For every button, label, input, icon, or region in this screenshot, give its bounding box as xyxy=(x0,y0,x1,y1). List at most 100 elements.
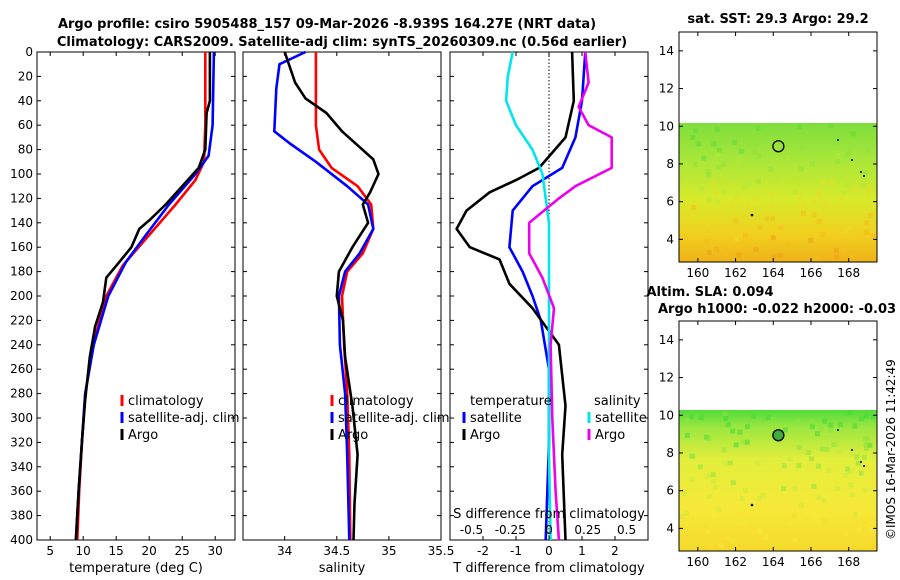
heatmap-cell xyxy=(831,442,837,448)
map-y-tick-label: 6 xyxy=(666,195,674,209)
heatmap-cell xyxy=(799,540,805,546)
heatmap-cell xyxy=(703,522,709,528)
heatmap-cell xyxy=(689,476,695,482)
heatmap-cell xyxy=(861,518,867,524)
heatmap-cell xyxy=(824,446,830,452)
island-dot xyxy=(863,175,865,177)
heatmap-cell xyxy=(752,149,758,155)
heatmap-cell xyxy=(769,201,775,207)
heatmap-cell xyxy=(862,487,868,493)
sla-map-frame xyxy=(678,320,878,552)
series-line-argo xyxy=(283,51,380,541)
heatmap-cell xyxy=(788,520,794,526)
heatmap-cell xyxy=(786,243,792,249)
heatmap-cell xyxy=(684,432,690,438)
heatmap-cell xyxy=(800,201,806,207)
map-x-tick-label: 166 xyxy=(800,266,823,280)
heatmap-cell xyxy=(826,467,832,473)
heatmap-cell xyxy=(781,463,787,469)
map-y-tick-label: 12 xyxy=(659,82,674,96)
heatmap-cell xyxy=(739,539,745,545)
x-tick-label: 20 xyxy=(142,544,157,558)
heatmap-cell xyxy=(818,426,824,432)
heatmap-cell xyxy=(736,252,742,258)
heatmap-cell xyxy=(753,141,758,147)
heatmap-cell xyxy=(721,447,727,453)
argo-float-marker xyxy=(772,429,785,442)
heatmap-cell xyxy=(736,159,742,165)
heatmap-cell xyxy=(765,209,771,215)
heatmap-cell xyxy=(870,233,876,239)
heatmap-cell xyxy=(768,176,774,182)
argo-float-marker xyxy=(772,140,785,153)
legend-label-satellite: satellite-adj. clim xyxy=(128,411,240,426)
heatmap-cell xyxy=(864,413,869,419)
sst-map-frame xyxy=(678,31,878,263)
island-dot xyxy=(750,503,754,507)
heatmap-cell xyxy=(746,142,752,148)
heatmap-cell xyxy=(739,496,745,502)
heatmap-cell xyxy=(863,220,869,226)
salinity-xlabel: salinity xyxy=(319,561,366,576)
heatmap-cell xyxy=(856,512,862,518)
heatmap-cell xyxy=(821,498,827,504)
heatmap-cell xyxy=(816,495,822,501)
heatmap-cell xyxy=(866,184,872,190)
island-dot xyxy=(860,461,862,463)
heatmap-cell xyxy=(854,454,860,460)
heatmap-cell xyxy=(720,139,726,145)
heatmap-cell xyxy=(856,527,862,532)
x-tick-label: 34.5 xyxy=(323,544,350,558)
map-x-tick-label: 168 xyxy=(837,555,860,569)
heatmap-cell xyxy=(689,453,694,459)
y-tick-label: 40 xyxy=(18,94,33,108)
heatmap-cell xyxy=(862,436,868,441)
y-tick-label: 300 xyxy=(10,411,33,425)
heatmap-cell xyxy=(711,479,717,485)
x-top-tick-label: 0.25 xyxy=(574,523,601,537)
y-tick-label: 0 xyxy=(25,45,33,59)
heatmap-cell xyxy=(727,460,733,466)
heatmap-cell xyxy=(828,123,834,128)
heatmap-cell xyxy=(824,202,830,208)
heatmap-cell xyxy=(718,543,724,549)
heatmap-cell xyxy=(695,141,701,147)
heatmap-cell xyxy=(726,533,732,539)
x-tick-label: 1 xyxy=(578,544,586,558)
x-top-tick-label: -0.5 xyxy=(460,523,483,537)
legend-label-s-argo: Argo xyxy=(595,428,625,443)
heatmap-cell xyxy=(835,486,841,492)
heatmap-cell xyxy=(846,150,852,156)
heatmap-cell xyxy=(755,460,761,466)
sst-map-title: sat. SST: 29.3 Argo: 29.2 xyxy=(687,12,868,27)
salinity-panel: 34 34.5 35 35.5 salinity climatology satell… xyxy=(242,50,454,576)
heatmap-cell xyxy=(816,218,822,224)
map-y-tick-label: 4 xyxy=(666,521,674,535)
heatmap-cell xyxy=(865,137,871,143)
heatmap-cell xyxy=(786,154,792,160)
heatmap-cell xyxy=(679,178,685,183)
legend-label-argo: Argo xyxy=(128,428,158,443)
y-tick-label: 340 xyxy=(10,460,33,474)
island-dot xyxy=(837,139,839,141)
heatmap-cell xyxy=(755,125,761,131)
heatmap-cell xyxy=(711,141,717,147)
map-y-tick-label: 14 xyxy=(659,333,674,347)
heatmap-cell xyxy=(693,162,698,167)
heatmap-cell xyxy=(739,148,745,154)
x-tick-label: -2 xyxy=(477,544,489,558)
heatmap-cell xyxy=(684,418,690,423)
heatmap-cell xyxy=(864,445,869,451)
legend-label-climatology: climatology xyxy=(128,394,204,409)
heatmap-cell xyxy=(842,473,848,478)
sst-map-islands xyxy=(750,139,865,217)
map-y-tick-label: 8 xyxy=(666,157,674,171)
heatmap-cell xyxy=(844,508,850,513)
heatmap-cell xyxy=(770,235,776,241)
heatmap-cell xyxy=(859,416,865,422)
heatmap-cell xyxy=(769,191,775,197)
heatmap-cell xyxy=(765,415,771,421)
y-tick-label: 260 xyxy=(10,362,33,376)
heatmap-cell xyxy=(840,174,846,180)
heatmap-cell xyxy=(816,215,822,221)
